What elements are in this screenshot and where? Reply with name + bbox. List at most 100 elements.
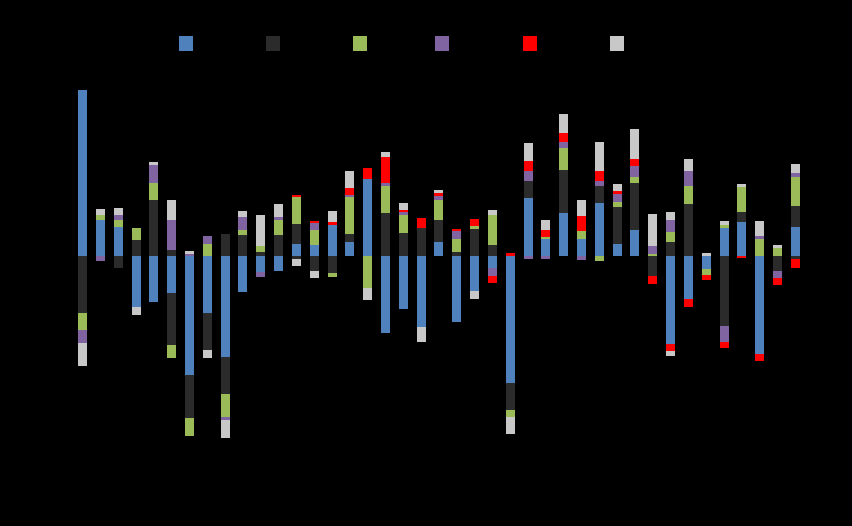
- bar-33-segment-blue: [666, 256, 676, 344]
- bar-7-segment-blue: [202, 256, 212, 313]
- bar-31-segment-black: [630, 183, 640, 230]
- bar-13-segment-purple: [309, 223, 319, 230]
- bar-29-segment-purple: [594, 181, 604, 186]
- bar-19-segment-blue: [416, 256, 426, 327]
- bar-20-segment-red: [434, 193, 444, 196]
- legend-swatch-series-2-black: [266, 36, 280, 51]
- bar-35-segment-gray: [701, 253, 711, 256]
- bar-7-segment-black: [202, 313, 212, 350]
- bar-1-segment-gray: [95, 209, 105, 215]
- legend-item-series-1-blue: [179, 36, 198, 51]
- bar-4-segment-gray: [149, 162, 159, 165]
- bar-18-segment-blue: [398, 256, 408, 309]
- bar-23-segment-purple: [487, 268, 497, 276]
- bar-22-segment-black: [470, 229, 479, 256]
- bar-20-segment-purple: [434, 196, 444, 200]
- bar-23-segment-blue: [487, 256, 497, 268]
- bar-15-segment-blue: [345, 242, 355, 256]
- bar-10-segment-blue: [256, 256, 266, 272]
- bar-19-segment-black: [416, 228, 426, 256]
- bar-36-segment-gray: [719, 221, 729, 225]
- bar-7-segment-green: [202, 244, 212, 256]
- bar-25-segment-purple: [523, 171, 533, 181]
- bar-21-segment-green: [452, 239, 462, 252]
- bar-14-segment-green: [327, 273, 337, 277]
- bar-37-segment-red: [737, 256, 747, 258]
- bar-18-segment-black: [398, 233, 408, 256]
- bar-7-segment-gray: [202, 350, 212, 358]
- bar-23-segment-black: [487, 245, 497, 256]
- bar-28-segment-purple: [577, 256, 586, 260]
- bar-8-segment-blue: [220, 256, 230, 357]
- bar-4-segment-green: [149, 183, 159, 200]
- bar-25-segment-purple: [523, 256, 533, 259]
- bar-32-segment-black: [648, 256, 658, 276]
- bar-6-segment-blue: [184, 256, 194, 375]
- bar-11-segment-purple: [274, 217, 283, 220]
- bar-33-segment-black: [666, 242, 676, 256]
- bar-8-segment-green: [220, 394, 230, 417]
- bar-28-segment-red: [577, 216, 586, 231]
- bar-31-segment-gray: [630, 129, 640, 159]
- bar-10-segment-black: [256, 252, 266, 256]
- bar-12-segment-red: [291, 195, 301, 197]
- bar-9-segment-gray: [238, 211, 248, 217]
- bar-36-segment-black: [719, 256, 729, 326]
- bar-4-segment-black: [149, 200, 159, 256]
- legend-item-series-5-red: [523, 36, 542, 51]
- bar-25-segment-black: [523, 181, 533, 198]
- bar-34-segment-black: [683, 204, 693, 256]
- bar-26-segment-blue: [541, 239, 551, 256]
- bar-23-segment-gray: [487, 210, 497, 215]
- bar-27-segment-blue: [559, 213, 569, 256]
- bar-21-segment-purple: [452, 231, 462, 239]
- bar-1-segment-blue: [95, 220, 105, 256]
- bar-2-segment-purple: [113, 215, 123, 220]
- bar-40-segment-green: [790, 177, 800, 206]
- bar-16-segment-green: [363, 256, 373, 288]
- legend-swatch-series-1-blue: [179, 36, 193, 51]
- bar-25-segment-blue: [523, 198, 533, 256]
- bar-34-segment-blue: [683, 256, 693, 299]
- bar-20-segment-black: [434, 220, 444, 242]
- bar-30-segment-red: [612, 191, 622, 194]
- bar-40-segment-gray: [790, 164, 800, 173]
- bar-13-segment-red: [309, 221, 319, 223]
- bar-11-segment-gray: [274, 204, 283, 217]
- bar-27-segment-black: [559, 170, 569, 213]
- bar-15-segment-green: [345, 197, 355, 234]
- bar-29-segment-gray: [594, 142, 604, 171]
- bar-16-segment-red: [363, 168, 373, 179]
- bar-6-segment-purple: [184, 254, 194, 256]
- bar-30-segment-gray: [612, 184, 622, 191]
- bar-0-segment-black: [78, 256, 87, 313]
- bar-6-segment-green: [184, 418, 194, 436]
- bar-10-segment-purple: [256, 272, 266, 277]
- bar-12-segment-gray: [291, 259, 301, 266]
- bar-39-segment-green: [773, 248, 782, 256]
- bar-34-segment-purple: [683, 171, 693, 186]
- bar-24-segment-green: [505, 410, 515, 417]
- bar-9-segment-blue: [238, 256, 248, 292]
- bar-3-segment-green: [131, 228, 141, 240]
- bar-24-segment-blue: [505, 256, 515, 383]
- bar-10-segment-gray: [256, 215, 266, 246]
- bar-22-segment-blue: [470, 256, 479, 291]
- bar-32-segment-purple: [648, 246, 658, 254]
- bar-18-segment-gray: [398, 203, 408, 210]
- bar-40-segment-blue: [790, 227, 800, 256]
- bar-24-segment-red: [505, 253, 515, 256]
- bar-5-segment-purple: [167, 220, 177, 250]
- bar-39-segment-red: [773, 278, 782, 285]
- bar-38-segment-green: [755, 239, 765, 256]
- bar-38-segment-blue: [755, 256, 765, 354]
- legend-item-series-3-green: [353, 36, 372, 51]
- bar-12-segment-blue: [291, 244, 301, 256]
- bar-16-segment-blue: [363, 179, 373, 256]
- bar-34-segment-green: [683, 186, 693, 204]
- bar-0-segment-green: [78, 313, 87, 330]
- bar-33-segment-gray: [666, 351, 676, 356]
- bar-11-segment-blue: [274, 256, 283, 271]
- bar-21-segment-blue: [452, 256, 462, 322]
